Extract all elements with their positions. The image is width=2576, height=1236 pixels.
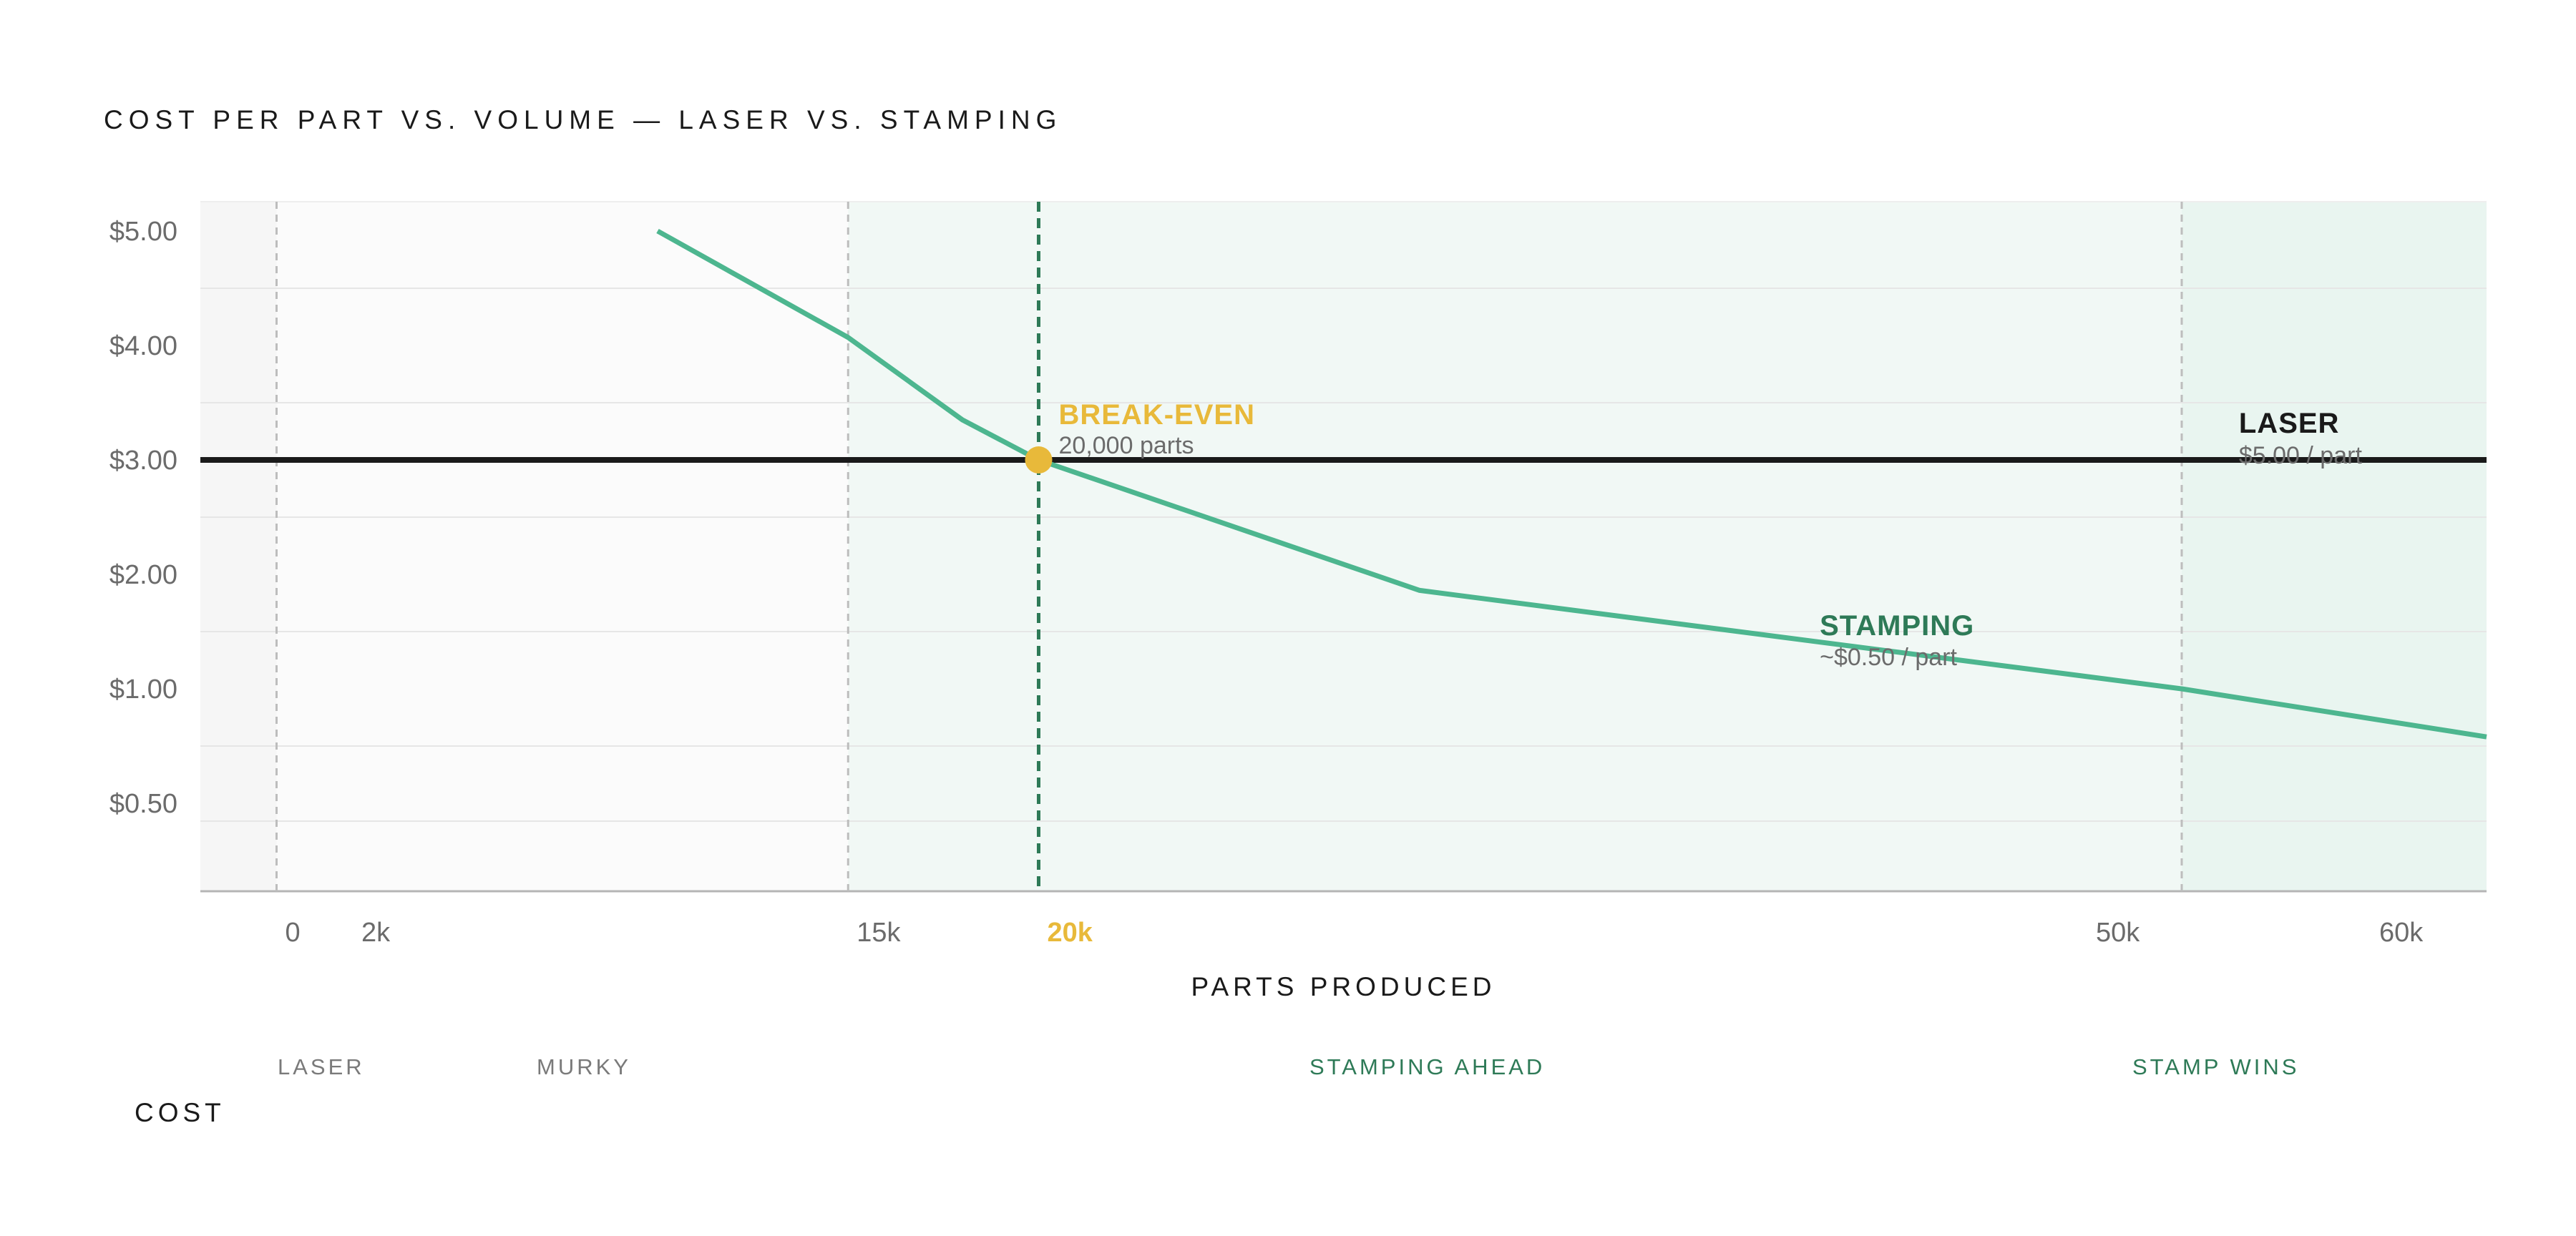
laser-annotation-sub: $5.00 / part	[2239, 442, 2363, 469]
x-axis-title: PARTS PRODUCED	[1191, 972, 1496, 1001]
x-tick-label: 15k	[857, 918, 901, 948]
stamping-annotation-sub: ~$0.50 / part	[1820, 644, 1957, 671]
stamping-annotation-label: STAMPING	[1820, 610, 1974, 642]
breakeven-point	[1025, 446, 1053, 474]
laser-annotation-label: LASER	[2239, 408, 2340, 439]
y-tick-label: $1.00	[109, 675, 177, 705]
y-tick-label: $2.00	[109, 560, 177, 590]
gridlines	[200, 201, 2487, 893]
y-axis-title: COST	[135, 1098, 225, 1127]
y-tick-label: $3.00	[109, 446, 177, 476]
y-tick-label: $0.50	[109, 789, 177, 819]
breakeven-label: BREAK-EVEN	[1059, 399, 1255, 431]
x-tick-label: 20k	[1048, 918, 1093, 948]
zone-label-murky: MURKY	[537, 1054, 631, 1079]
zone-label-ahead: STAMPING AHEAD	[1309, 1054, 1545, 1079]
chart-marks	[1025, 446, 1053, 474]
chart-title: COST PER PART VS. VOLUME — LASER VS. STA…	[104, 105, 1062, 134]
y-tick-label: $5.00	[109, 217, 177, 247]
zone-laser-bg	[200, 202, 277, 891]
zone-murky-bg	[276, 202, 849, 891]
zone-wins-bg	[2182, 202, 2487, 891]
breakeven-sub-label: 20,000 parts	[1059, 432, 1194, 459]
zone-label-laser: LASER	[278, 1054, 365, 1079]
x-tick-label: 60k	[2379, 918, 2424, 948]
zone-ahead-bg	[848, 202, 2182, 891]
y-tick-label: $4.00	[109, 331, 177, 361]
zone-label-wins: STAMP WINS	[2132, 1054, 2299, 1079]
x-tick-label: 2k	[361, 918, 391, 948]
zone-backgrounds	[200, 202, 2487, 891]
chart-labels: $5.00 $4.00 $3.00 $2.00 $1.00 $0.50 0 2k 15k 20k 5…	[109, 217, 2424, 1127]
x-tick-label: 0	[286, 918, 301, 948]
x-tick-label: 50k	[2096, 918, 2140, 948]
